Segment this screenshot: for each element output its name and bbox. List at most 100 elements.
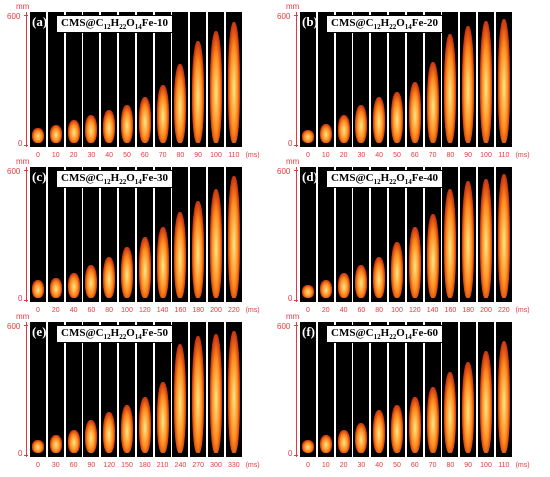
flame	[227, 176, 240, 298]
flame-frame	[353, 167, 370, 302]
x-axis-unit: (ms)	[245, 152, 260, 159]
flame-frame	[47, 12, 64, 147]
x-tick-label: 120	[103, 462, 116, 469]
flame	[480, 351, 492, 453]
flame-frame	[371, 12, 388, 147]
x-tick-label: 0	[36, 307, 40, 314]
flame-frame	[136, 167, 153, 302]
x-tick-label: 80	[446, 462, 455, 469]
flame	[408, 82, 421, 143]
x-tick-label: 100	[210, 152, 222, 159]
y-axis-unit: mm	[286, 157, 300, 166]
flame-frame	[300, 167, 316, 302]
x-tick-label: 30	[87, 152, 96, 159]
flame-frame	[478, 12, 494, 147]
flame	[319, 435, 332, 453]
flame	[355, 422, 368, 453]
y-tick-600: 600	[277, 167, 291, 176]
x-tick-label: 10	[321, 462, 330, 469]
sample-label-part: 14	[134, 178, 142, 187]
flame	[174, 64, 187, 143]
sample-label-part: 14	[134, 23, 142, 32]
x-tick-label: 50	[393, 462, 401, 469]
flame	[444, 371, 457, 453]
x-tick-label: 0	[36, 152, 40, 159]
flame	[355, 104, 368, 143]
flame-frame	[225, 167, 242, 302]
flame-frame	[154, 322, 171, 457]
flame	[210, 31, 222, 143]
flame	[210, 188, 222, 298]
flame	[156, 84, 169, 143]
x-tick-label: 140	[426, 307, 439, 314]
y-tick-mark	[24, 455, 28, 456]
flame	[373, 257, 386, 298]
x-tick-label: 100	[480, 462, 492, 469]
flame	[174, 343, 187, 453]
y-tick-0: 0	[18, 294, 23, 303]
x-tick-label: 90	[87, 462, 96, 469]
sample-label-part: H	[110, 327, 120, 339]
sample-label-part: H	[110, 172, 120, 184]
x-tick-label: 90	[464, 152, 473, 159]
flame-frame	[495, 322, 512, 457]
flame-frame	[30, 167, 46, 302]
y-tick-mark	[294, 455, 298, 456]
sample-label: CMS@C12H22O14Fe-20	[326, 15, 444, 34]
flame-frame	[335, 167, 352, 302]
flame	[32, 127, 44, 143]
flame-frame	[154, 12, 171, 147]
flame-frame	[317, 12, 334, 147]
flame	[426, 386, 439, 453]
x-tick-label: 10	[321, 152, 330, 159]
panel-letter: (b)	[302, 14, 318, 29]
sample-label: CMS@C12H22O14Fe-10	[56, 15, 174, 34]
flame-frame	[208, 167, 224, 302]
flame	[373, 97, 386, 143]
flame	[391, 404, 403, 453]
flame	[67, 272, 80, 298]
x-tick-label: 90	[464, 462, 473, 469]
sample-label-part: O	[396, 172, 405, 184]
sample-label-part: 14	[404, 333, 412, 342]
sample-label-part: H	[380, 172, 390, 184]
flame-frame	[208, 322, 224, 457]
sample-label-part: CMS@C	[61, 327, 104, 339]
sample-label-part: Fe-20	[411, 17, 439, 29]
flame-frame	[424, 12, 441, 147]
sample-label-part: Fe-30	[141, 172, 169, 184]
x-tick-label: 160	[174, 307, 187, 314]
panel-a: mm 600 0 0 10 20 30 40 50 60 70 80 90 100 110 (ms) (a) CM…	[7, 2, 260, 167]
x-tick-label: 20	[51, 307, 60, 314]
sample-label-part: 12	[103, 23, 111, 32]
x-tick-label: 0	[306, 462, 310, 469]
y-tick-mark	[24, 145, 28, 146]
flame-frame	[495, 12, 512, 147]
flame	[192, 41, 205, 143]
x-tick-label: 80	[105, 307, 114, 314]
flame-frame	[300, 322, 316, 457]
sample-label-part: 14	[134, 333, 142, 342]
x-tick-label: 180	[462, 307, 475, 314]
x-axis-unit: (ms)	[245, 462, 260, 469]
flame-frame	[406, 167, 423, 302]
x-tick-label: 50	[123, 152, 131, 159]
x-tick-label: 60	[410, 462, 419, 469]
flame	[426, 61, 439, 143]
flame-frame	[47, 322, 64, 457]
sample-label: CMS@C12H22O14Fe-30	[56, 170, 174, 189]
flame	[85, 115, 98, 143]
x-tick-label: 70	[158, 152, 167, 159]
sample-label-part: O	[126, 172, 135, 184]
flame	[373, 409, 386, 453]
x-tick-label: 330	[227, 462, 240, 469]
x-tick-label: 40	[339, 307, 348, 314]
x-tick-label: 240	[174, 462, 187, 469]
sample-label-part: 22	[389, 333, 397, 342]
flame	[319, 280, 332, 298]
y-axis-unit: mm	[286, 312, 300, 321]
flame	[192, 336, 205, 453]
x-tick-label: 70	[428, 462, 437, 469]
y-tick-mark	[24, 300, 28, 301]
flame-frame	[371, 322, 388, 457]
